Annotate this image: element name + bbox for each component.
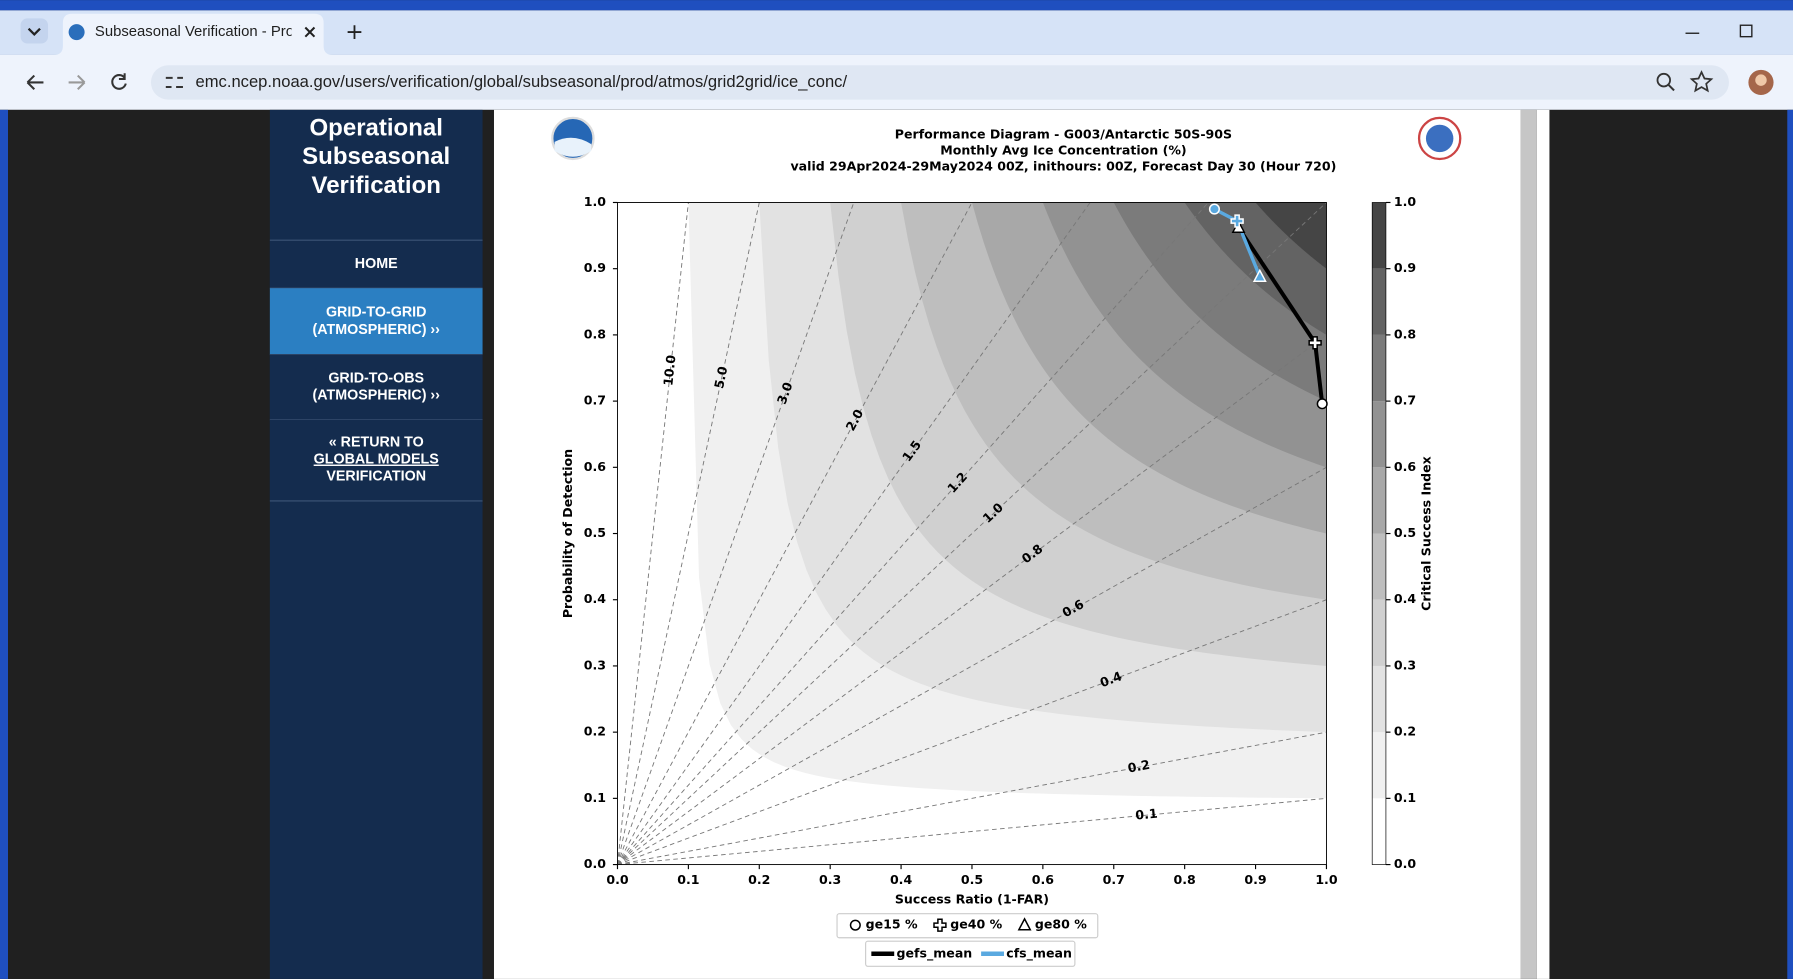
colorbar-tick-label: 0.5 xyxy=(1394,525,1416,540)
legend-marker xyxy=(851,920,861,930)
y-tick-label: 0.9 xyxy=(584,260,606,275)
series-legend: gefs_mean cfs_mean xyxy=(866,941,1075,966)
x-tick-label: 0.8 xyxy=(1174,872,1196,887)
tab-fade xyxy=(292,21,322,46)
y-tick-label: 0.7 xyxy=(584,393,606,408)
x-tick-label: 0.6 xyxy=(1032,872,1055,887)
colorbar-segment xyxy=(1372,666,1386,732)
colorbar-segment xyxy=(1372,600,1386,666)
y-tick-label: 1.0 xyxy=(584,194,607,209)
data-point xyxy=(1317,399,1327,409)
chart-title: Performance Diagram - G003/Antarctic 50S… xyxy=(895,127,1232,142)
legend-label: gefs_mean xyxy=(897,945,973,961)
x-axis-label: Success Ratio (1-FAR) xyxy=(895,892,1049,907)
colorbar-tick-label: 0.2 xyxy=(1394,724,1416,739)
menu-item-label: GRID-TO-GRID xyxy=(326,305,427,321)
chart-title: valid 29Apr2024-29May2024 00Z, inithours… xyxy=(790,159,1336,174)
favicon xyxy=(69,24,85,40)
top-strip xyxy=(0,0,1793,10)
legend-label: ge80 % xyxy=(1035,917,1087,932)
tab-list-button[interactable] xyxy=(21,18,48,43)
colorbar-segment xyxy=(1372,335,1386,401)
colorbar-segment xyxy=(1372,534,1386,600)
y-tick-label: 0.1 xyxy=(584,790,606,805)
colorbar-segment xyxy=(1372,401,1386,467)
colorbar-tick-label: 0.3 xyxy=(1394,657,1416,672)
nws-logo xyxy=(1419,118,1460,159)
x-tick-label: 0.5 xyxy=(961,872,983,887)
sidebar-title: Operational xyxy=(310,115,443,142)
x-tick-label: 0.9 xyxy=(1244,872,1266,887)
right-border xyxy=(1787,110,1793,979)
data-point xyxy=(1210,204,1220,214)
chart-title: Monthly Avg Ice Concentration (%) xyxy=(940,143,1186,158)
noaa-logo xyxy=(552,118,593,159)
legend-label: ge15 % xyxy=(866,917,918,932)
colorbar-label: Critical Success Index xyxy=(1419,456,1434,611)
menu-item[interactable]: GRID-TO-OBS (ATMOSPHERIC) ›› xyxy=(270,355,483,420)
y-tick-label: 0.5 xyxy=(584,525,606,540)
scrollbar-edge xyxy=(1537,110,1550,979)
screenshot: Subseasonal Verification - Prod emc.ncep… xyxy=(0,0,1793,979)
colorbar-segment xyxy=(1372,798,1386,864)
colorbar-tick-label: 0.8 xyxy=(1394,326,1416,341)
legend-label: cfs_mean xyxy=(1006,945,1072,961)
y-tick-label: 0.0 xyxy=(584,856,607,871)
legend-label: ge40 % xyxy=(950,917,1002,932)
sidebar-title: Subseasonal xyxy=(302,143,450,170)
x-tick-label: 0.3 xyxy=(819,872,841,887)
colorbar-tick-label: 0.0 xyxy=(1394,856,1417,871)
sidebar-title: Verification xyxy=(312,172,441,199)
colorbar-tick-label: 1.0 xyxy=(1394,194,1417,209)
colorbar-tick-label: 0.4 xyxy=(1394,591,1417,606)
x-tick-label: 0.7 xyxy=(1103,872,1125,887)
menu-item-label: « RETURN TO xyxy=(329,434,424,450)
menu-item-label: GLOBAL MODELS xyxy=(314,452,439,468)
x-tick-label: 1.0 xyxy=(1315,872,1338,887)
colorbar-segment xyxy=(1372,732,1386,798)
y-tick-label: 0.8 xyxy=(584,326,606,341)
y-tick-label: 0.4 xyxy=(584,591,607,606)
colorbar-segment xyxy=(1372,202,1386,268)
menu-item-label: GRID-TO-OBS xyxy=(328,370,424,386)
menu-item-label: VERIFICATION xyxy=(326,469,426,485)
menu-item-label: (ATMOSPHERIC) ›› xyxy=(312,322,440,338)
y-tick-label: 0.2 xyxy=(584,724,606,739)
colorbar-tick-label: 0.1 xyxy=(1394,790,1416,805)
colorbar-tick-label: 0.9 xyxy=(1394,260,1416,275)
tab-title: Subseasonal Verification - Prod xyxy=(95,24,302,40)
y-tick-label: 0.6 xyxy=(584,459,607,474)
scrollbar[interactable] xyxy=(1521,110,1537,979)
bias-label: 0.1 xyxy=(1135,806,1159,823)
colorbar-tick-label: 0.7 xyxy=(1394,393,1416,408)
profile-face xyxy=(1755,74,1766,85)
colorbar-segment xyxy=(1372,467,1386,533)
left-border xyxy=(0,110,8,979)
colorbar-segment xyxy=(1372,269,1386,335)
url[interactable]: emc.ncep.noaa.gov/users/verification/glo… xyxy=(196,72,848,91)
x-tick-label: 0.2 xyxy=(748,872,770,887)
page: {"browser": {"tab_title": "Subseasonal V… xyxy=(0,0,1793,979)
menu-item-label: HOME xyxy=(355,256,398,272)
y-axis-label: Probability of Detection xyxy=(560,449,575,618)
threshold-legend: ge15 % ge40 % ge80 % xyxy=(837,914,1098,938)
menu-item-label: (ATMOSPHERIC) ›› xyxy=(312,388,440,404)
menu-item[interactable]: HOME xyxy=(270,240,483,288)
colorbar-tick-label: 0.6 xyxy=(1394,459,1417,474)
x-tick-label: 0.1 xyxy=(677,872,699,887)
x-tick-label: 0.0 xyxy=(606,872,629,887)
y-tick-label: 0.3 xyxy=(584,657,606,672)
menu-item[interactable]: GRID-TO-GRID(ATMOSPHERIC) ›› xyxy=(270,288,483,354)
x-tick-label: 0.4 xyxy=(890,872,913,887)
